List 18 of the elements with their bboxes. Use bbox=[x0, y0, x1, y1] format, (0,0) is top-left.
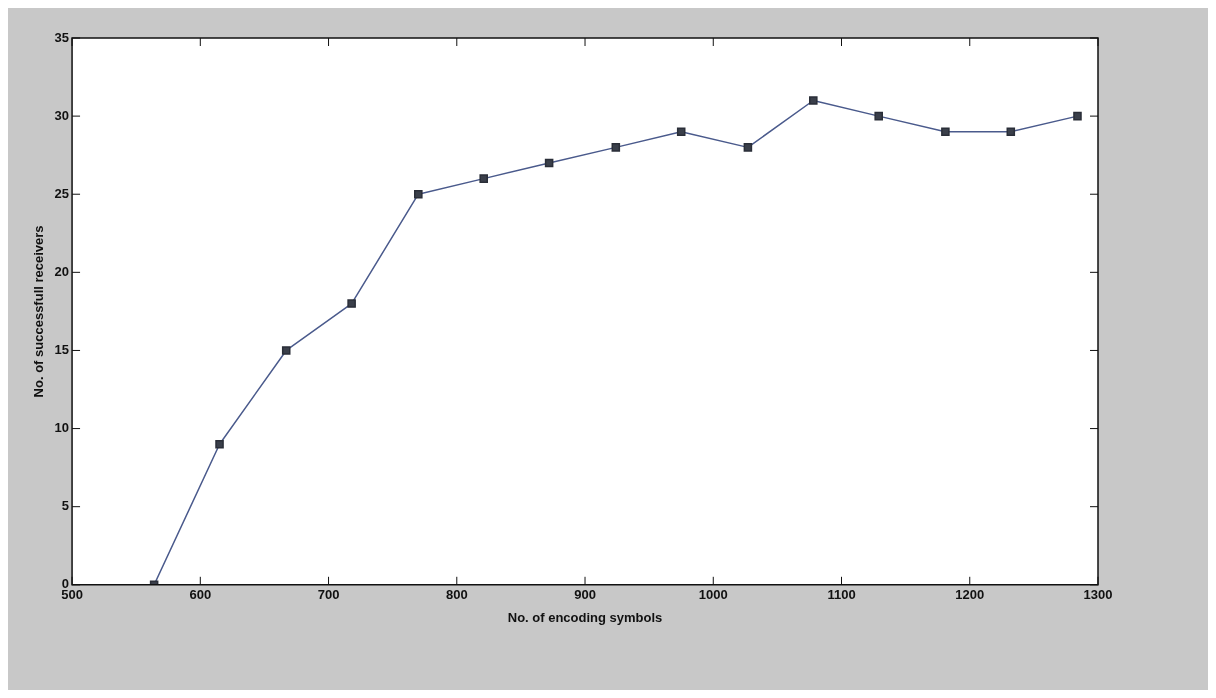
x-axis-title: No. of encoding symbols bbox=[507, 609, 663, 625]
x-tick-label: 1300 bbox=[1083, 587, 1113, 603]
x-tick-label: 1200 bbox=[955, 587, 985, 603]
y-tick-label: 35 bbox=[54, 29, 70, 45]
y-tick-label: 25 bbox=[54, 185, 70, 201]
y-axis-title: No. of successfull receivers bbox=[31, 225, 47, 398]
x-tick-label: 600 bbox=[189, 587, 212, 603]
x-tick-label: 500 bbox=[61, 587, 83, 603]
y-tick-label: 10 bbox=[54, 420, 70, 436]
x-tick-label: 800 bbox=[445, 587, 468, 603]
y-tick-label: 5 bbox=[61, 498, 70, 514]
x-tick-label: 1100 bbox=[827, 587, 856, 603]
y-tick-label: 30 bbox=[54, 107, 70, 123]
y-tick-label: 15 bbox=[54, 342, 70, 358]
x-tick-label: 900 bbox=[574, 587, 596, 603]
x-tick-label: 1000 bbox=[698, 587, 728, 603]
y-tick-label: 20 bbox=[54, 263, 70, 279]
x-tick-label: 700 bbox=[317, 587, 340, 603]
